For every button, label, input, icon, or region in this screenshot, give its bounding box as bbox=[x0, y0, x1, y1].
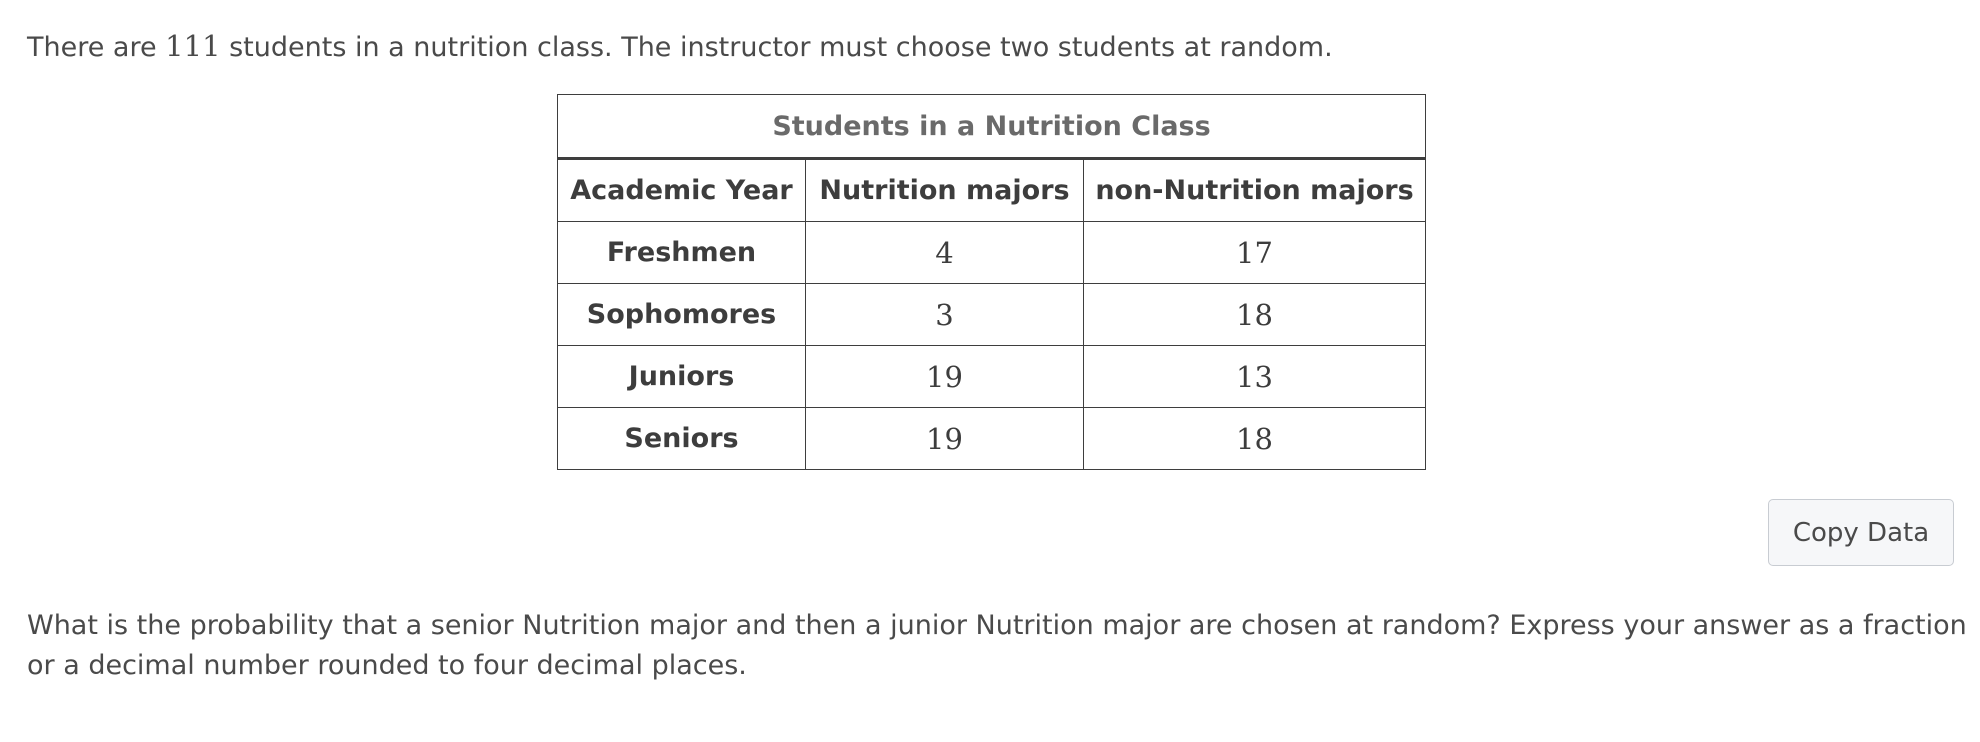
intro-text-before: There are bbox=[27, 32, 166, 63]
table-header-row: Academic Year Nutrition majors non-Nutri… bbox=[557, 158, 1427, 222]
row-label-sophomores: Sophomores bbox=[557, 283, 806, 346]
intro-text-after: students in a nutrition class. The instr… bbox=[220, 32, 1333, 63]
table-row: Freshmen 4 17 bbox=[557, 221, 1427, 284]
sophomores-nutrition-count: 3 bbox=[805, 283, 1084, 346]
column-header-non-nutrition-majors: non-Nutrition majors bbox=[1082, 158, 1427, 222]
problem-intro: There are 111 students in a nutrition cl… bbox=[27, 26, 1333, 68]
question-text: What is the probability that a senior Nu… bbox=[27, 610, 1967, 681]
row-label-freshmen: Freshmen bbox=[557, 221, 806, 284]
row-label-juniors: Juniors bbox=[557, 345, 806, 408]
freshmen-nutrition-count: 4 bbox=[805, 221, 1084, 284]
table-caption: Students in a Nutrition Class bbox=[556, 94, 1427, 160]
copy-data-button[interactable]: Copy Data bbox=[1768, 499, 1954, 566]
table-caption-row: Students in a Nutrition Class bbox=[556, 94, 1427, 160]
seniors-nutrition-count: 19 bbox=[805, 407, 1084, 470]
freshmen-non-nutrition-count: 17 bbox=[1082, 221, 1427, 284]
seniors-non-nutrition-count: 18 bbox=[1082, 407, 1427, 470]
row-label-seniors: Seniors bbox=[557, 407, 806, 470]
table-row: Sophomores 3 18 bbox=[557, 283, 1427, 346]
column-header-nutrition-majors: Nutrition majors bbox=[805, 158, 1084, 222]
student-count: 111 bbox=[165, 29, 221, 63]
table-row: Seniors 19 18 bbox=[557, 407, 1427, 470]
column-header-academic-year: Academic Year bbox=[557, 158, 806, 222]
table-row: Juniors 19 13 bbox=[557, 345, 1427, 408]
juniors-nutrition-count: 19 bbox=[805, 345, 1084, 408]
juniors-non-nutrition-count: 13 bbox=[1082, 345, 1427, 408]
sophomores-non-nutrition-count: 18 bbox=[1082, 283, 1427, 346]
nutrition-class-table: Students in a Nutrition Class Academic Y… bbox=[556, 94, 1427, 470]
